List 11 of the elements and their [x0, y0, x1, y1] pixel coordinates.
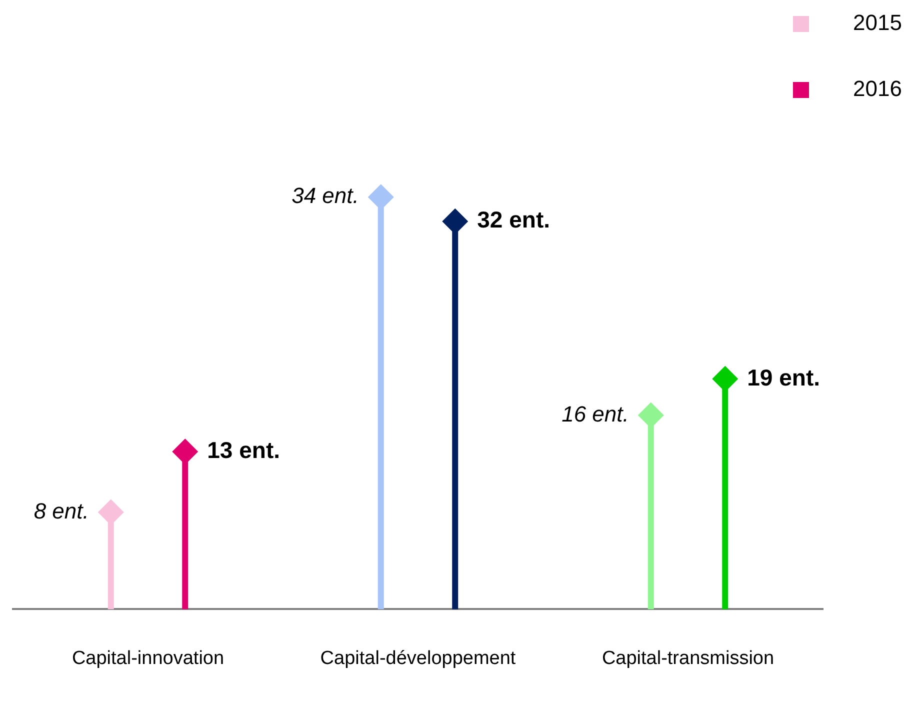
x-tick-label: Capital-transmission — [602, 648, 774, 669]
data-label: 8 ent. — [34, 498, 89, 524]
legend-label: 2016 — [853, 76, 902, 102]
data-label: 19 ent. — [747, 364, 820, 390]
data-label: 13 ent. — [207, 436, 280, 463]
data-label: 34 ent. — [292, 183, 359, 208]
legend-label: 2015 — [853, 10, 902, 36]
x-tick-label: Capital-innovation — [72, 648, 224, 669]
data-label: 16 ent. — [562, 401, 629, 426]
x-tick-label: Capital-développement — [320, 648, 516, 669]
data-label: 32 ent. — [477, 206, 550, 233]
